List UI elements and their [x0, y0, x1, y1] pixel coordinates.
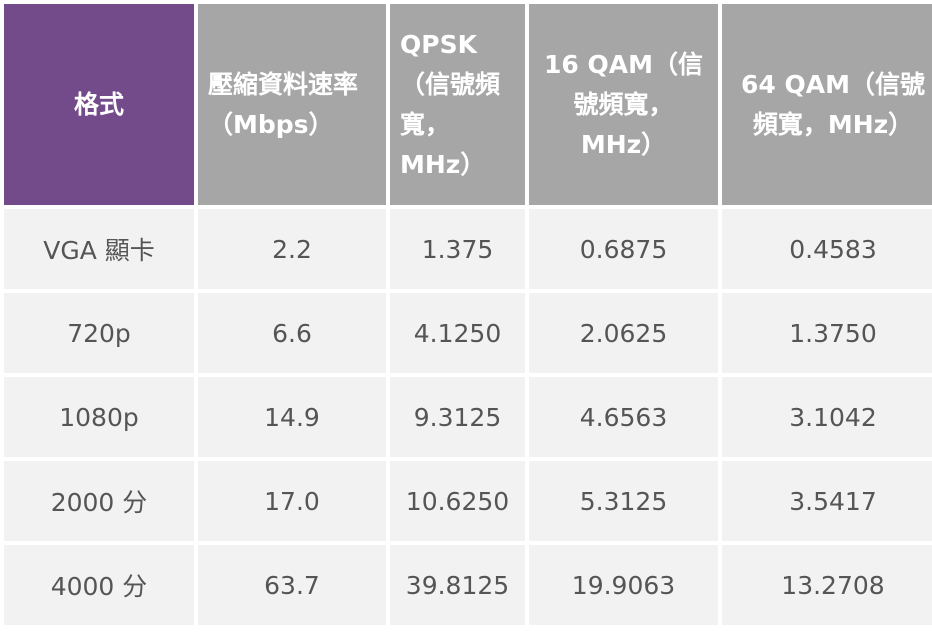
header-qpsk: QPSK（信號頻寬，MHz）: [390, 4, 525, 205]
header-compressed-rate: 壓縮資料速率（Mbps）: [198, 4, 386, 205]
cell-qpsk: 9.3125: [390, 377, 525, 457]
table-row: 1080p 14.9 9.3125 4.6563 3.1042: [4, 377, 932, 457]
cell-rate: 2.2: [198, 209, 386, 289]
cell-rate: 17.0: [198, 461, 386, 541]
table-row: VGA 顯卡 2.2 1.375 0.6875 0.4583: [4, 209, 932, 289]
cell-qpsk: 4.1250: [390, 293, 525, 373]
data-table-container: 格式 壓縮資料速率（Mbps） QPSK（信號頻寬，MHz） 16 QAM（信號…: [4, 4, 932, 628]
header-64qam: 64 QAM（信號頻寬，MHz）: [722, 4, 932, 205]
cell-16qam: 19.9063: [529, 545, 718, 625]
cell-rate: 14.9: [198, 377, 386, 457]
cell-16qam: 5.3125: [529, 461, 718, 541]
cell-format: VGA 顯卡: [4, 209, 194, 289]
cell-64qam: 0.4583: [722, 209, 932, 289]
cell-16qam: 2.0625: [529, 293, 718, 373]
cell-64qam: 1.3750: [722, 293, 932, 373]
table-row: 720p 6.6 4.1250 2.0625 1.3750: [4, 293, 932, 373]
cell-format: 4000 分: [4, 545, 194, 625]
cell-16qam: 4.6563: [529, 377, 718, 457]
cell-format: 2000 分: [4, 461, 194, 541]
cell-qpsk: 39.8125: [390, 545, 525, 625]
table-header-row: 格式 壓縮資料速率（Mbps） QPSK（信號頻寬，MHz） 16 QAM（信號…: [4, 4, 932, 205]
header-16qam: 16 QAM（信號頻寬，MHz）: [529, 4, 718, 205]
cell-rate: 6.6: [198, 293, 386, 373]
cell-qpsk: 1.375: [390, 209, 525, 289]
cell-64qam: 3.5417: [722, 461, 932, 541]
cell-rate: 63.7: [198, 545, 386, 625]
header-format: 格式: [4, 4, 194, 205]
table-row: 4000 分 63.7 39.8125 19.9063 13.2708: [4, 545, 932, 625]
cell-64qam: 3.1042: [722, 377, 932, 457]
table-row: 2000 分 17.0 10.6250 5.3125 3.5417: [4, 461, 932, 541]
cell-format: 1080p: [4, 377, 194, 457]
cell-format: 720p: [4, 293, 194, 373]
cell-16qam: 0.6875: [529, 209, 718, 289]
cell-qpsk: 10.6250: [390, 461, 525, 541]
cell-64qam: 13.2708: [722, 545, 932, 625]
